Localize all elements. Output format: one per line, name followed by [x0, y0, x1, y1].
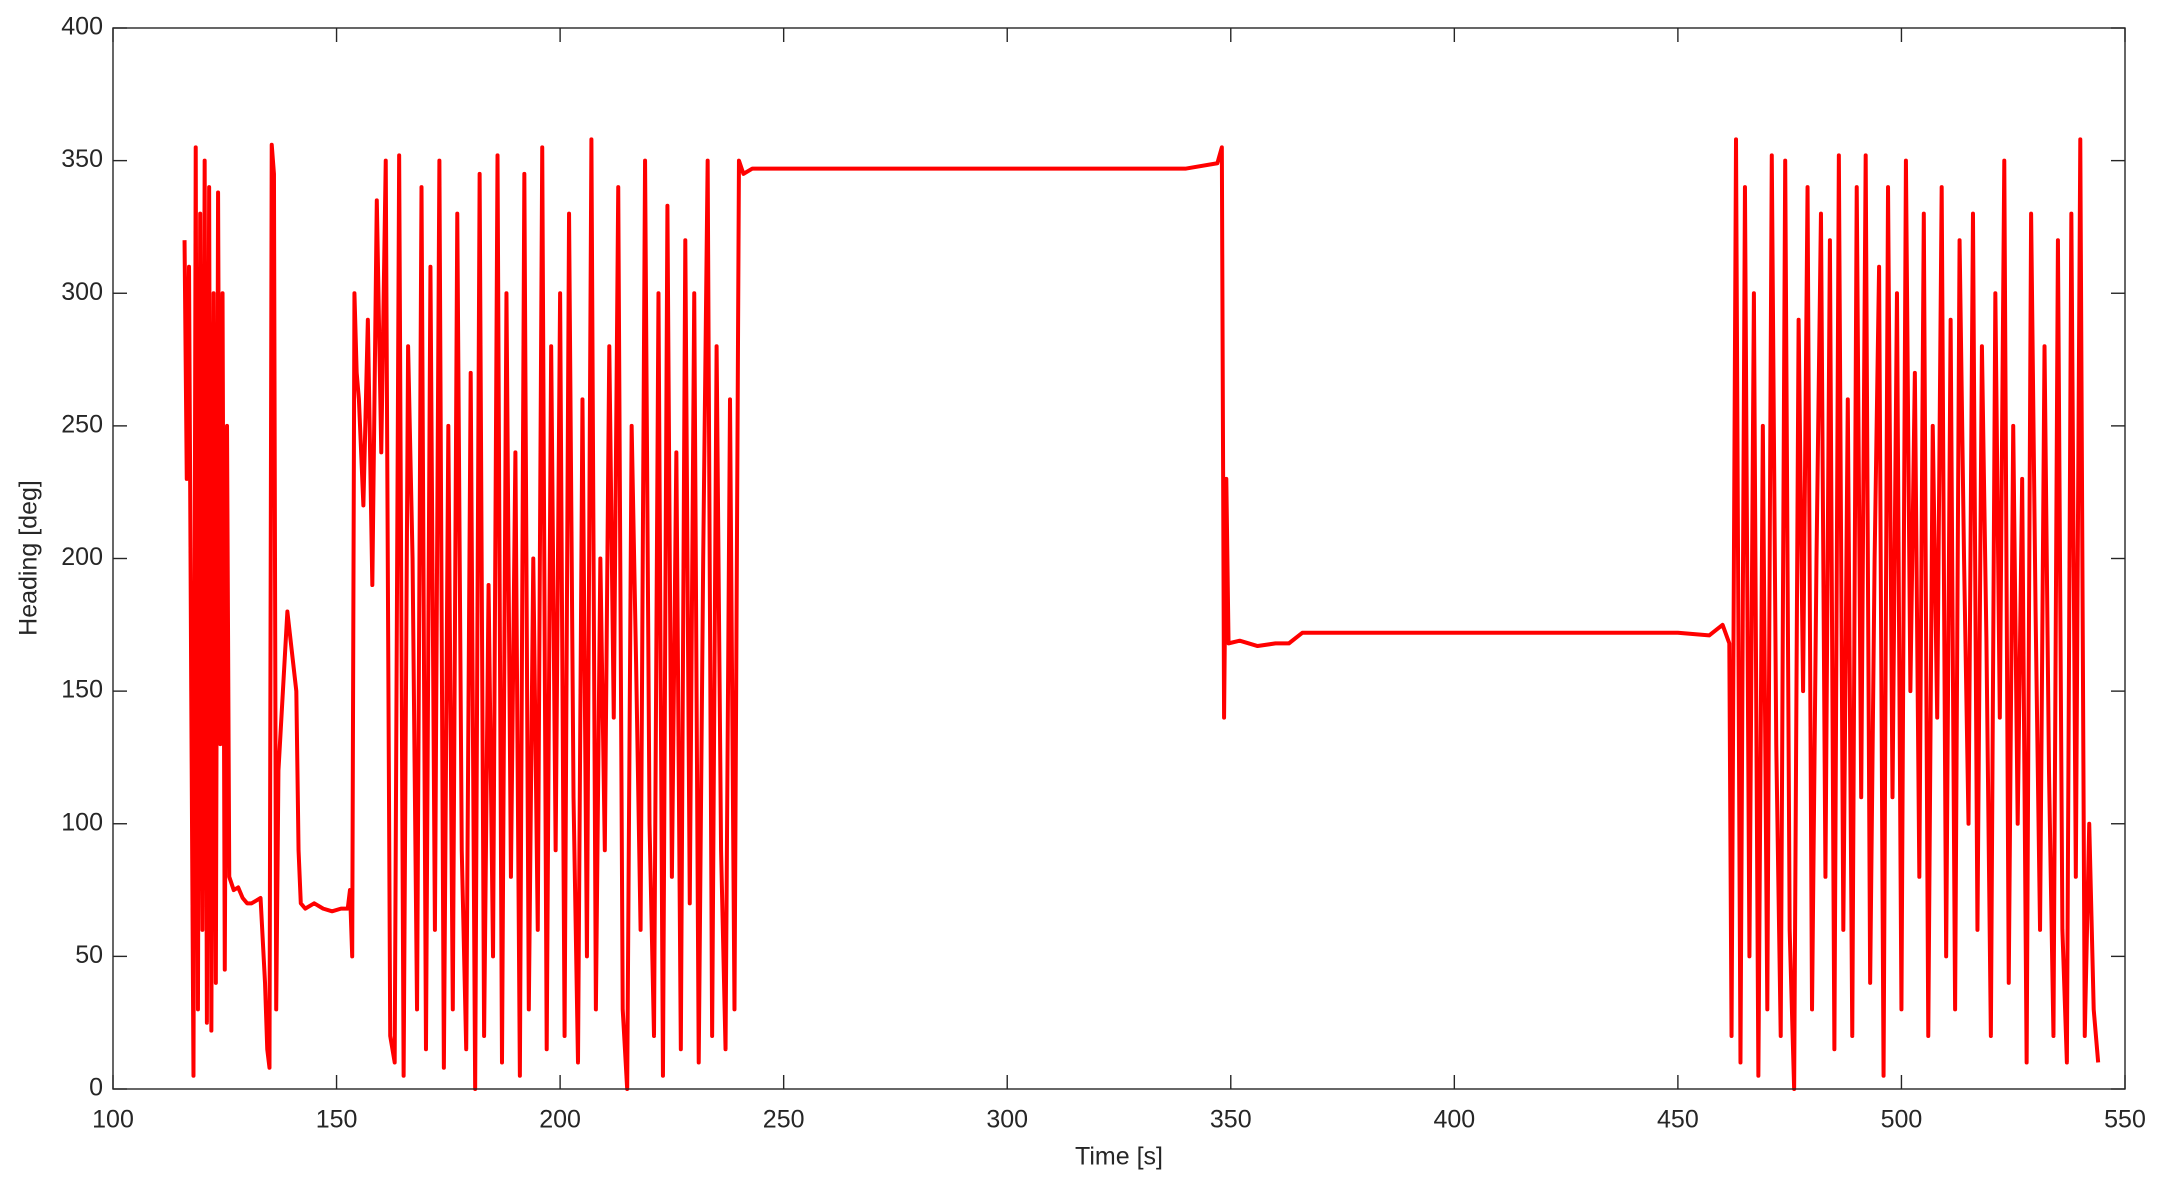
x-axis-label: Time [s]: [1075, 1143, 1163, 1171]
y-tick-label: 350: [61, 145, 103, 173]
x-tick-label: 500: [1881, 1106, 1923, 1134]
x-tick-label: 400: [1433, 1106, 1475, 1134]
y-tick-label: 50: [75, 941, 103, 969]
x-tick-label: 300: [986, 1106, 1028, 1134]
data-line: [182, 137, 2101, 1091]
x-tick-label: 550: [2104, 1106, 2146, 1134]
y-axis-label: Heading [deg]: [15, 480, 43, 636]
x-tick-label: 150: [316, 1106, 358, 1134]
y-tick-label: 300: [61, 278, 103, 306]
x-tick-label: 250: [763, 1106, 805, 1134]
y-tick-label: 100: [61, 808, 103, 836]
y-tick-label: 250: [61, 410, 103, 438]
y-tick-label: 400: [61, 13, 103, 41]
x-tick-label: 200: [539, 1106, 581, 1134]
plot-frame: [112, 27, 2126, 1090]
y-tick-label: 0: [89, 1074, 103, 1102]
y-tick-label: 150: [61, 676, 103, 704]
x-tick-label: 100: [92, 1106, 134, 1134]
x-tick-label: 450: [1657, 1106, 1699, 1134]
y-tick-label: 200: [61, 543, 103, 571]
x-tick-label: 350: [1210, 1106, 1252, 1134]
